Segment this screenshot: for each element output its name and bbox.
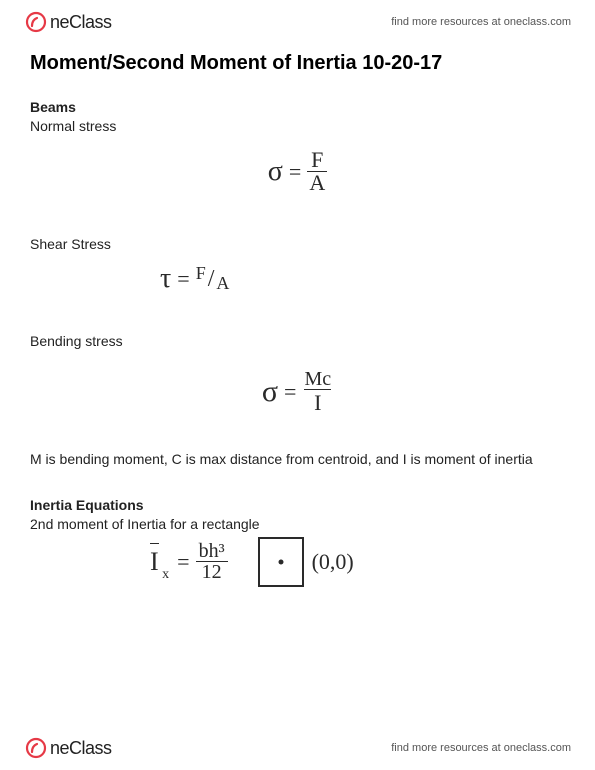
page-title: Moment/Second Moment of Inertia 10-20-17 bbox=[30, 52, 565, 75]
equals-4: = bbox=[177, 549, 189, 575]
resources-link-bottom[interactable]: find more resources at oneclass.com bbox=[391, 742, 571, 754]
origin-label: (0,0) bbox=[312, 549, 354, 575]
beams-heading: Beams bbox=[30, 99, 565, 115]
equals-1: = bbox=[289, 159, 301, 185]
eq4-den: 12 bbox=[196, 561, 228, 582]
eq1-num: F bbox=[309, 149, 325, 171]
eq4-I: I bbox=[150, 547, 159, 577]
rectangle-diagram bbox=[258, 537, 304, 587]
eq4-sub: x bbox=[162, 567, 169, 582]
sigma-symbol-2: σ bbox=[262, 375, 278, 409]
resources-link-top[interactable]: find more resources at oneclass.com bbox=[391, 16, 571, 28]
logo: neClass bbox=[24, 10, 112, 34]
equals-2: = bbox=[177, 266, 189, 292]
inertia-heading: Inertia Equations bbox=[30, 497, 565, 513]
equals-3: = bbox=[284, 379, 296, 405]
equation-shear-stress: τ = F / A bbox=[160, 254, 565, 304]
eq2-den: A bbox=[216, 273, 229, 294]
eq3-num: Mc bbox=[302, 369, 333, 389]
logo-text-footer: neClass bbox=[50, 738, 112, 759]
bending-stress-label: Bending stress bbox=[30, 332, 565, 352]
equation-bending-stress: σ = Mc I bbox=[30, 352, 565, 432]
tau-symbol: τ bbox=[160, 263, 171, 295]
footer: neClass find more resources at oneclass.… bbox=[0, 726, 595, 770]
eq2-num: F bbox=[196, 263, 206, 284]
logo-footer: neClass bbox=[24, 736, 112, 760]
logo-icon bbox=[24, 10, 48, 34]
logo-icon-footer bbox=[24, 736, 48, 760]
inertia-body: 2nd moment of Inertia for a rectangle bbox=[30, 515, 565, 535]
equation-normal-stress: σ = F A bbox=[30, 137, 565, 207]
normal-stress-label: Normal stress bbox=[30, 117, 565, 137]
content: Moment/Second Moment of Inertia 10-20-17… bbox=[0, 44, 595, 587]
header: neClass find more resources at oneclass.… bbox=[0, 0, 595, 44]
bending-explanation: M is bending moment, C is max distance f… bbox=[30, 450, 565, 470]
centroid-dot bbox=[278, 559, 283, 564]
eq1-den: A bbox=[307, 171, 327, 194]
logo-text: neClass bbox=[50, 12, 112, 33]
eq2-slash: / bbox=[208, 266, 215, 293]
eq4-num: bh³ bbox=[197, 541, 227, 561]
sigma-symbol: σ bbox=[268, 156, 283, 188]
shear-stress-label: Shear Stress bbox=[30, 235, 565, 255]
equation-inertia-rectangle: I x = bh³ 12 (0,0) bbox=[150, 537, 565, 587]
eq3-den: I bbox=[304, 389, 331, 414]
